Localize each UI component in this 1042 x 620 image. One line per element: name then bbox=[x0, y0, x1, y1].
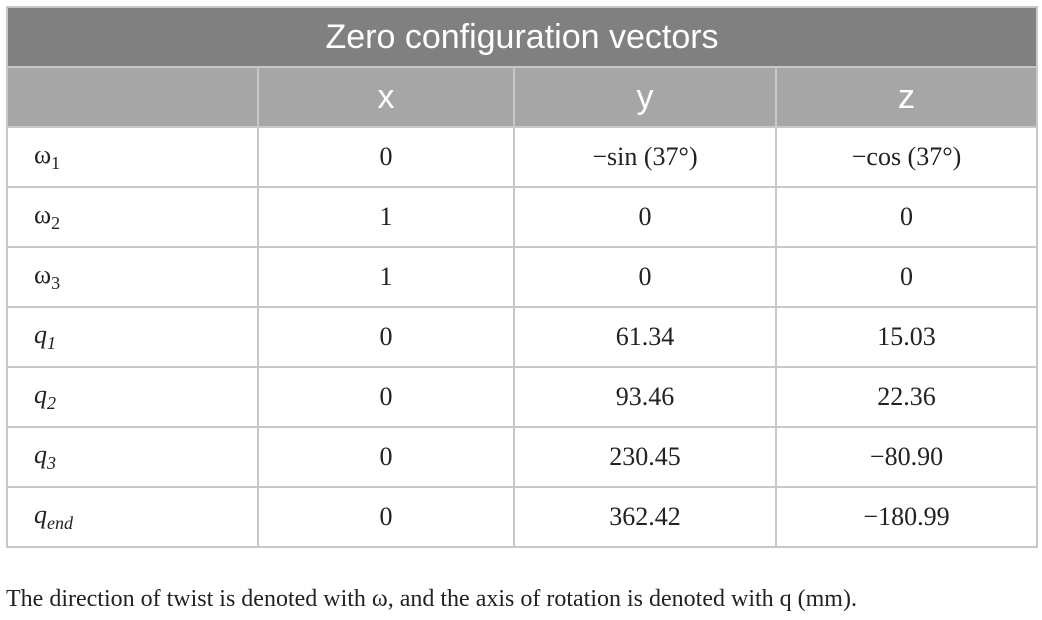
footnote: The direction of twist is denoted with ω… bbox=[6, 586, 857, 612]
table-row: q3 0 230.45 −80.90 bbox=[6, 426, 1039, 488]
column-header: y bbox=[513, 66, 777, 128]
label-symbol: q bbox=[34, 500, 47, 529]
table-cell: 0 bbox=[774, 186, 1039, 248]
header-cell bbox=[6, 66, 259, 128]
row-label: q2 bbox=[6, 366, 259, 428]
label-symbol: ω bbox=[34, 140, 52, 169]
table-cell: 0 bbox=[513, 246, 777, 308]
table-row: qend 0 362.42 −180.99 bbox=[6, 486, 1039, 548]
label-subscript: end bbox=[47, 513, 73, 533]
label-symbol: q bbox=[34, 440, 47, 469]
table-row: ω1 0 −sin (37°) −cos (37°) bbox=[6, 126, 1039, 188]
table-title: Zero configuration vectors bbox=[5, 6, 1039, 68]
row-label: ω2 bbox=[6, 186, 259, 248]
table-cell: 22.36 bbox=[774, 366, 1039, 428]
column-header: x bbox=[257, 66, 515, 128]
table-cell: 0 bbox=[257, 306, 515, 368]
table-cell: 0 bbox=[257, 426, 515, 488]
table-cell: −80.90 bbox=[774, 426, 1039, 488]
table-row: q2 0 93.46 22.36 bbox=[6, 366, 1039, 428]
label-symbol: q bbox=[34, 380, 47, 409]
row-label: q3 bbox=[6, 426, 259, 488]
row-label: q1 bbox=[6, 306, 259, 368]
table-cell: 0 bbox=[774, 246, 1039, 308]
row-label: ω1 bbox=[6, 126, 259, 188]
table-cell: 0 bbox=[257, 486, 515, 548]
table-cell: 1 bbox=[257, 246, 515, 308]
table-cell: 230.45 bbox=[513, 426, 777, 488]
table-cell: 0 bbox=[513, 186, 777, 248]
table-row: ω3 1 0 0 bbox=[6, 246, 1039, 308]
table-cell: −180.99 bbox=[774, 486, 1039, 548]
table-row: q1 0 61.34 15.03 bbox=[6, 306, 1039, 368]
table-row: ω2 1 0 0 bbox=[6, 186, 1039, 248]
row-label: ω3 bbox=[6, 246, 259, 308]
label-subscript: 3 bbox=[51, 273, 61, 293]
table-cell: −cos (37°) bbox=[774, 126, 1039, 188]
label-subscript: 3 bbox=[47, 453, 56, 473]
label-symbol: q bbox=[34, 320, 47, 349]
label-subscript: 1 bbox=[47, 333, 56, 353]
table-cell: 1 bbox=[257, 186, 515, 248]
label-symbol: ω bbox=[34, 260, 52, 289]
table-cell: 0 bbox=[257, 366, 515, 428]
table-cell: 15.03 bbox=[774, 306, 1039, 368]
table-cell: −sin (37°) bbox=[513, 126, 777, 188]
row-label: qend bbox=[6, 486, 259, 548]
label-symbol: ω bbox=[34, 200, 52, 229]
label-subscript: 1 bbox=[51, 153, 61, 173]
column-header: z bbox=[774, 66, 1039, 128]
table-cell: 0 bbox=[257, 126, 515, 188]
label-subscript: 2 bbox=[47, 393, 56, 413]
table-cell: 362.42 bbox=[513, 486, 777, 548]
label-subscript: 2 bbox=[51, 213, 61, 233]
table-cell: 61.34 bbox=[513, 306, 777, 368]
table-cell: 93.46 bbox=[513, 366, 777, 428]
